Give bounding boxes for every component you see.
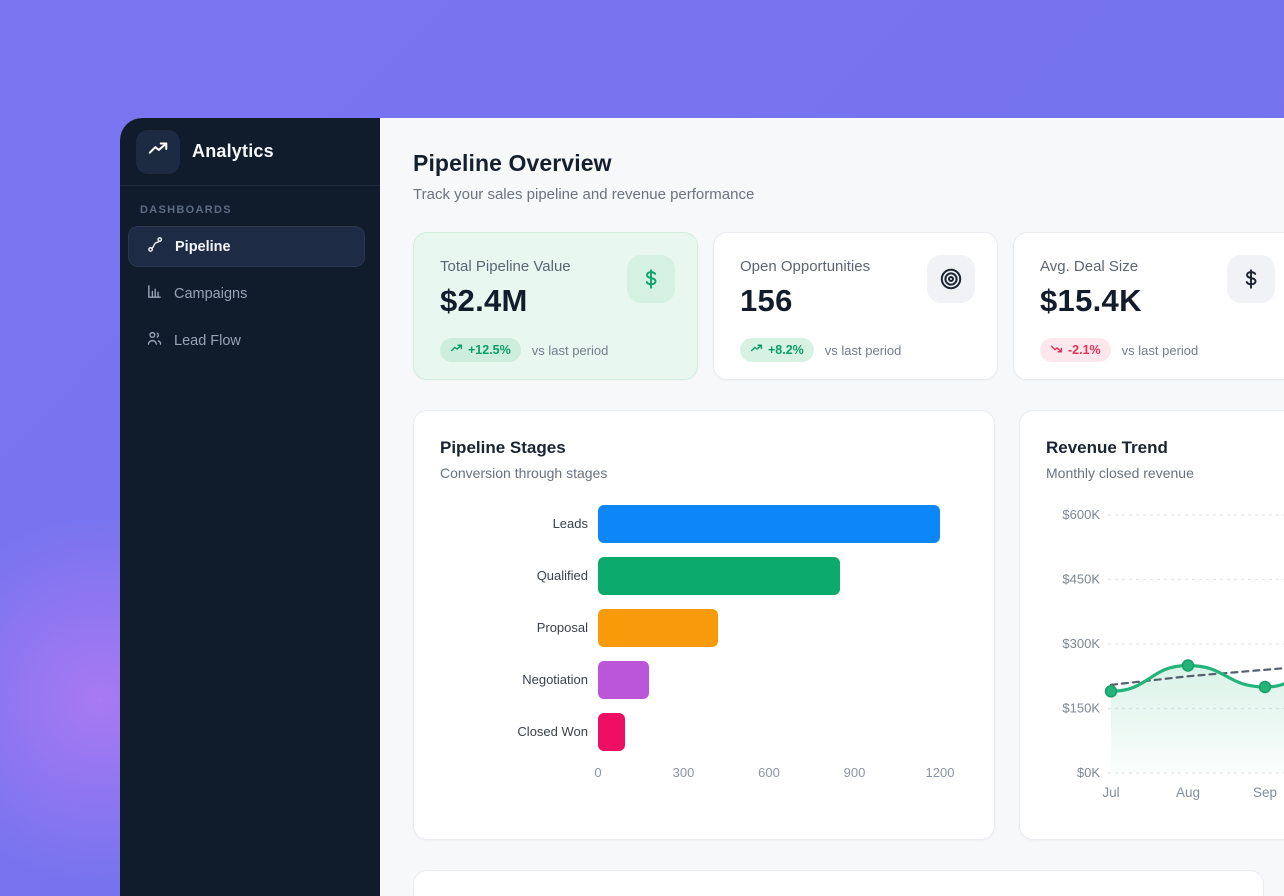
bar-closed-won <box>598 713 626 751</box>
y-axis-tick: $450K <box>1062 572 1100 587</box>
bar-qualified <box>598 557 841 595</box>
kpi-context: vs last period <box>1121 342 1199 358</box>
revenue-data-point <box>1104 685 1118 698</box>
bar-row: Proposal <box>440 609 968 647</box>
kpi-card-avg-deal-size: Avg. Deal Size $15.4K -2.1% vs last peri… <box>1013 232 1284 380</box>
app-title: Analytics <box>192 141 274 161</box>
bar-leads <box>598 505 940 543</box>
x-axis-tick: 600 <box>758 765 780 780</box>
y-axis-tick: $300K <box>1062 636 1100 651</box>
kpi-value: $2.4M <box>440 283 528 318</box>
sidebar-item-campaigns[interactable]: Campaigns <box>128 273 365 314</box>
kpi-label: Open Opportunities <box>740 258 871 275</box>
waypoints-icon <box>147 236 164 257</box>
users-icon <box>146 330 163 351</box>
pipeline-stages-card: Pipeline Stages Conversion through stage… <box>413 410 995 840</box>
column-chart-icon <box>146 283 163 304</box>
bar-row: Leads <box>440 505 968 543</box>
kpi-value: $15.4K <box>1040 283 1142 318</box>
target-dashed-line <box>1109 667 1284 686</box>
trending-down-icon <box>1050 342 1063 358</box>
bar-proposal <box>598 609 718 647</box>
sidebar-section-label: DASHBOARDS <box>140 204 232 216</box>
kpi-label: Total Pipeline Value <box>440 258 571 275</box>
charts-row: Pipeline Stages Conversion through stage… <box>413 410 1284 840</box>
kpi-delta-badge: +8.2% <box>740 338 814 362</box>
kpi-value: 156 <box>740 283 793 318</box>
kpi-context: vs last period <box>531 342 609 358</box>
revenue-line <box>1109 663 1284 693</box>
page-title: Pipeline Overview <box>413 150 612 176</box>
kpi-card-open-opportunities: Open Opportunities 156 +8.2% vs last per… <box>713 232 998 380</box>
sidebar-item-pipeline[interactable]: Pipeline <box>128 226 365 267</box>
chart-subtitle: Conversion through stages <box>440 465 608 481</box>
bar-category-label: Proposal <box>536 620 588 636</box>
bar-row: Negotiation <box>440 661 968 699</box>
x-axis-tick: 900 <box>843 765 866 780</box>
revenue-data-point <box>1181 659 1195 672</box>
kpi-delta-badge: +12.5% <box>440 338 521 362</box>
bottom-partial-card <box>413 870 1264 896</box>
dollar-icon <box>1227 255 1275 303</box>
analytics-logo <box>136 129 180 174</box>
trending-up-icon <box>147 138 169 165</box>
bar-category-label: Qualified <box>536 568 588 584</box>
x-axis-month-label: Aug <box>1176 785 1200 800</box>
chart-title: Pipeline Stages <box>440 438 566 457</box>
trending-up-icon <box>450 342 463 358</box>
sidebar: Analytics DASHBOARDS Pipeline Campaigns <box>120 118 380 896</box>
pipeline-stages-bar-chart: Leads Qualified Proposal Negotiation Closed … <box>440 505 968 751</box>
sidebar-item-label: Campaigns <box>174 285 248 302</box>
target-icon <box>927 255 975 303</box>
app-window: Analytics DASHBOARDS Pipeline Campaigns <box>120 118 1284 896</box>
logo-row: Analytics <box>120 118 380 186</box>
bar-row: Qualified <box>440 557 968 595</box>
revenue-data-point <box>1258 680 1272 694</box>
sidebar-item-label: Pipeline <box>175 238 231 255</box>
kpi-label: Avg. Deal Size <box>1040 258 1139 275</box>
revenue-trend-line-chart: $600K$450K$300K$150K$0KJulAugSepOct <box>1062 507 1284 800</box>
page-subtitle: Track your sales pipeline and revenue pe… <box>413 186 755 203</box>
sidebar-item-lead-flow[interactable]: Lead Flow <box>128 320 365 361</box>
bar-category-label: Negotiation <box>522 672 588 688</box>
bar-chart-x-axis: 0 300 600 900 1200 <box>594 765 968 783</box>
x-axis-tick: 0 <box>594 765 602 780</box>
y-axis-tick: $150K <box>1062 701 1100 716</box>
kpi-card-total-pipeline-value: Total Pipeline Value $2.4M +12.5% vs las… <box>413 232 698 380</box>
x-axis-month-label: Jul <box>1102 785 1119 800</box>
kpi-context: vs last period <box>824 342 902 358</box>
bar-category-label: Closed Won <box>517 724 588 740</box>
y-axis-tick: $600K <box>1062 507 1100 522</box>
revenue-trend-card: Revenue Trend Monthly closed revenue $60… <box>1019 410 1284 840</box>
bar-row: Closed Won <box>440 713 968 751</box>
main-content: Pipeline Overview Track your sales pipel… <box>380 118 1284 896</box>
chart-title: Revenue Trend <box>1046 438 1168 457</box>
sidebar-nav: Pipeline Campaigns Lead Flow <box>120 226 380 367</box>
bar-category-label: Leads <box>552 516 588 532</box>
x-axis-month-label: Sep <box>1253 785 1277 800</box>
trending-up-icon <box>750 342 763 358</box>
kpi-row: Total Pipeline Value $2.4M +12.5% vs las… <box>413 232 1284 380</box>
x-axis-tick: 300 <box>672 765 695 780</box>
chart-subtitle: Monthly closed revenue <box>1046 465 1194 481</box>
y-axis-tick: $0K <box>1077 765 1100 780</box>
sidebar-item-label: Lead Flow <box>174 332 241 349</box>
bar-negotiation <box>598 661 650 699</box>
kpi-delta-badge: -2.1% <box>1040 338 1111 362</box>
dollar-icon <box>627 255 675 303</box>
x-axis-tick: 1200 <box>925 765 955 780</box>
